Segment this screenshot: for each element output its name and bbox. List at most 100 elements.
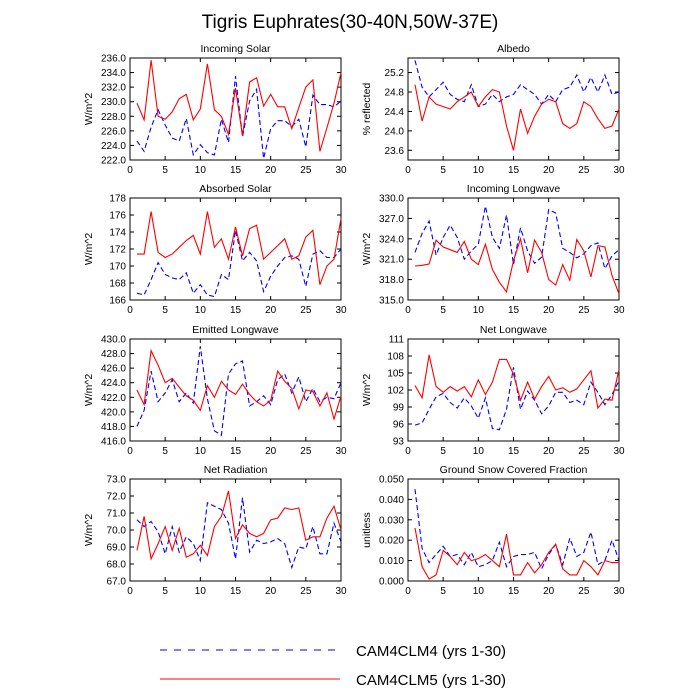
series-line-cam4clm4 <box>414 60 620 108</box>
x-tick-label: 20 <box>543 305 555 316</box>
chart-panel-incoming-longwave: Incoming Longwave W/m^2 315.0 318.0 321.0 324… <box>361 183 625 316</box>
y-tick-label: 315.0 <box>379 296 404 307</box>
y-tick-label: 73.0 <box>107 475 127 486</box>
y-tick-label: 232.0 <box>101 83 126 94</box>
series-line-cam4clm5 <box>414 84 620 151</box>
series-line-cam4clm4 <box>136 346 342 437</box>
x-tick-label: 30 <box>335 586 347 597</box>
series-line-cam4clm5 <box>137 211 342 285</box>
series-line-cam4clm4 <box>414 206 620 271</box>
plot-frame <box>407 57 620 161</box>
y-tick-label: 168 <box>109 279 126 290</box>
y-tick-label: 230.0 <box>101 97 126 108</box>
y-tick-label: 0.000 <box>379 577 404 588</box>
y-axis-label: unitless <box>361 512 373 548</box>
y-tick-label: 422.0 <box>101 393 126 404</box>
x-tick-label: 10 <box>473 446 485 457</box>
chart-panel-ground-snow-covered-fraction: Ground Snow Covered Fraction unitless 0.00… <box>361 464 625 597</box>
x-tick-label: 10 <box>195 446 207 457</box>
x-tick-label: 0 <box>405 165 411 176</box>
plot-frame <box>407 478 620 582</box>
x-tick-label: 10 <box>195 586 207 597</box>
series-line-cam4clm4 <box>414 367 620 431</box>
series-line-cam4clm5 <box>414 527 619 580</box>
x-tick-label: 10 <box>195 165 207 176</box>
y-tick-label: 420.0 <box>101 407 126 418</box>
x-tick-label: 20 <box>543 165 555 176</box>
plot-frame <box>129 478 342 582</box>
y-tick-label: 68.0 <box>107 560 127 571</box>
chart-title: Net Longwave <box>480 324 547 336</box>
y-tick-label: 222.0 <box>101 156 126 167</box>
y-tick-label: 318.0 <box>379 275 404 286</box>
x-tick-label: 25 <box>300 586 312 597</box>
x-tick-label: 30 <box>613 305 625 316</box>
y-tick-label: 321.0 <box>379 255 404 266</box>
x-tick-label: 30 <box>613 165 625 176</box>
chart-title: Net Radiation <box>204 464 268 476</box>
x-tick-label: 10 <box>195 305 207 316</box>
x-tick-label: 20 <box>543 446 555 457</box>
y-tick-label: 105 <box>387 369 404 380</box>
y-tick-label: 108 <box>387 352 404 363</box>
y-tick-label: 176 <box>109 211 126 222</box>
x-tick-label: 25 <box>300 165 312 176</box>
y-tick-label: 330.0 <box>379 194 404 205</box>
x-tick-label: 5 <box>440 446 446 457</box>
y-axis-label: W/m^2 <box>83 374 95 407</box>
y-tick-label: 424.0 <box>101 378 126 389</box>
y-axis-label: W/m^2 <box>83 514 95 547</box>
y-tick-label: 111 <box>389 335 405 346</box>
series-line-cam4clm4 <box>414 489 620 571</box>
chart-panel-absorbed-solar: Absorbed Solar W/m^2 166 168 170 172 174 176 178… <box>83 183 347 316</box>
x-tick-label: 15 <box>508 165 520 176</box>
y-tick-label: 96 <box>393 420 405 431</box>
y-tick-label: 67.0 <box>107 577 127 588</box>
series-line-cam4clm4 <box>136 76 342 159</box>
x-tick-label: 10 <box>473 586 485 597</box>
x-tick-label: 5 <box>440 165 446 176</box>
x-tick-label: 0 <box>127 446 133 457</box>
x-tick-label: 0 <box>127 586 133 597</box>
y-tick-label: 428.0 <box>101 349 126 360</box>
legend-label-clm4: CAM4CLM4 (yrs 1-30) <box>356 643 506 660</box>
x-tick-label: 15 <box>230 446 242 457</box>
plot-frame <box>407 197 620 301</box>
chart-title: Incoming Longwave <box>467 183 561 195</box>
y-axis-label: W/m^2 <box>361 233 373 266</box>
y-tick-label: 0.040 <box>379 495 404 506</box>
x-tick-label: 25 <box>300 305 312 316</box>
y-tick-label: 166 <box>109 296 126 307</box>
y-tick-label: 416.0 <box>101 437 126 448</box>
plot-frame <box>129 338 342 442</box>
x-tick-label: 30 <box>613 446 625 457</box>
plot-frame <box>129 57 342 161</box>
chart-title: Absorbed Solar <box>199 183 272 195</box>
y-tick-label: 228.0 <box>101 112 126 123</box>
y-tick-label: 224.0 <box>101 141 126 152</box>
x-tick-label: 10 <box>473 305 485 316</box>
series-line-cam4clm5 <box>136 490 342 561</box>
x-tick-label: 0 <box>405 305 411 316</box>
y-tick-label: 172 <box>109 245 126 256</box>
x-tick-label: 25 <box>578 305 590 316</box>
series-line-cam4clm4 <box>136 497 342 570</box>
y-tick-label: 24.8 <box>385 88 405 99</box>
y-tick-label: 70.0 <box>107 526 127 537</box>
x-tick-label: 5 <box>162 446 168 457</box>
x-tick-label: 10 <box>473 165 485 176</box>
y-tick-label: 418.0 <box>101 422 126 433</box>
y-axis-label: % reflected <box>361 83 373 136</box>
x-tick-label: 15 <box>230 586 242 597</box>
chart-panel-albedo: Albedo % reflected 23.6 24.0 24.4 24.8 25.2 0 5 1… <box>361 43 625 176</box>
legend: CAM4CLM4 (yrs 1-30) CAM4CLM5 (yrs 1-30) <box>160 643 506 689</box>
x-tick-label: 0 <box>127 165 133 176</box>
y-tick-label: 324.0 <box>379 234 404 245</box>
x-tick-label: 30 <box>613 586 625 597</box>
y-tick-label: 178 <box>109 194 126 205</box>
x-tick-label: 5 <box>162 305 168 316</box>
x-tick-label: 20 <box>265 165 277 176</box>
plot-frame <box>129 197 342 301</box>
x-tick-label: 15 <box>230 165 242 176</box>
